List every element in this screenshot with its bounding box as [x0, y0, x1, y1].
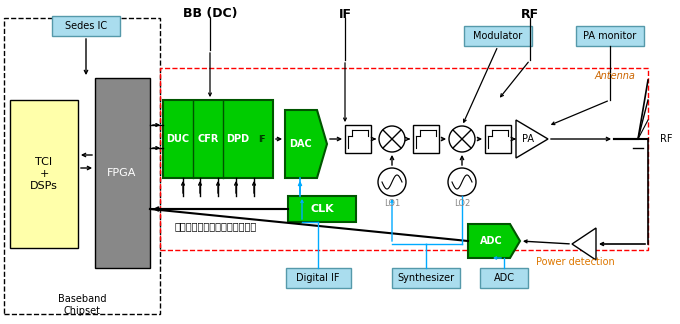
Text: FPGA: FPGA	[107, 168, 137, 178]
Bar	[345, 125, 371, 153]
Text: 参考资料：德州仪器，招商电子: 参考资料：德州仪器，招商电子	[175, 221, 257, 231]
Polygon shape	[516, 120, 548, 158]
Text: RF: RF	[660, 134, 673, 144]
Polygon shape	[468, 224, 520, 258]
Text: IF: IF	[339, 7, 352, 20]
Text: PA monitor: PA monitor	[583, 31, 636, 41]
Bar	[4, 18, 160, 314]
Circle shape	[449, 126, 475, 152]
Text: BB (DC): BB (DC)	[183, 7, 237, 20]
Circle shape	[378, 168, 406, 196]
Bar	[288, 196, 356, 222]
Text: CLK: CLK	[310, 204, 334, 214]
Bar	[485, 125, 511, 153]
Text: DPD: DPD	[226, 134, 250, 144]
Bar	[576, 26, 644, 46]
Polygon shape	[285, 110, 327, 178]
Polygon shape	[572, 228, 596, 260]
Text: Digital IF: Digital IF	[296, 273, 340, 283]
Bar	[95, 78, 150, 268]
Text: CFR: CFR	[197, 134, 219, 144]
Text: Power detection: Power detection	[536, 257, 615, 267]
Bar	[464, 26, 532, 46]
Bar	[163, 100, 273, 178]
Text: Modulator: Modulator	[473, 31, 523, 41]
Text: Synthesizer: Synthesizer	[397, 273, 454, 283]
Text: Sedes IC: Sedes IC	[65, 21, 107, 31]
Bar	[10, 100, 78, 248]
Text: DUC: DUC	[167, 134, 190, 144]
Text: PA: PA	[522, 134, 534, 144]
Bar	[413, 125, 439, 153]
Text: TCI
+
DSPs: TCI + DSPs	[30, 157, 58, 191]
Text: Baseband
Chipset: Baseband Chipset	[58, 294, 106, 316]
Text: ADC: ADC	[494, 273, 515, 283]
Text: LO2: LO2	[454, 199, 470, 207]
Bar	[286, 268, 351, 288]
Text: LO1: LO1	[384, 199, 400, 207]
Text: ADC: ADC	[479, 236, 503, 246]
Bar	[52, 16, 120, 36]
Circle shape	[448, 168, 476, 196]
Text: DAC: DAC	[290, 139, 312, 149]
Bar	[160, 68, 648, 250]
Bar	[480, 268, 528, 288]
Bar	[392, 268, 460, 288]
Circle shape	[379, 126, 405, 152]
Text: RF: RF	[521, 7, 539, 20]
Text: IF: IF	[258, 134, 266, 144]
Text: Antenna: Antenna	[594, 71, 635, 81]
